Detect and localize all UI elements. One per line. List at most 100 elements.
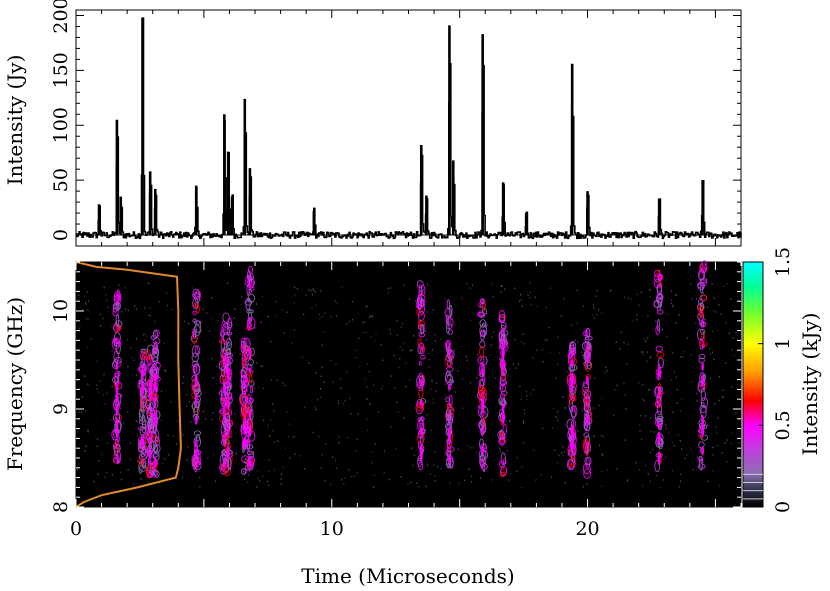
noise-speckle [673,445,675,447]
noise-speckle [190,343,192,346]
noise-speckle [84,450,86,452]
noise-speckle [181,476,184,479]
noise-speckle [366,386,368,388]
noise-speckle [510,472,512,475]
noise-speckle [107,306,109,309]
noise-speckle [127,411,129,413]
noise-speckle [649,288,651,291]
noise-speckle [722,389,724,392]
noise-speckle [674,294,676,297]
noise-speckle [106,471,108,474]
noise-speckle [702,292,704,294]
noise-speckle [644,415,647,417]
noise-speckle [181,328,183,331]
noise-speckle [690,283,692,285]
noise-speckle [393,354,395,357]
noise-speckle [122,421,124,424]
noise-speckle [664,392,666,394]
colorbar-tick-label-1: 0.5 [772,410,794,440]
noise-speckle [514,338,517,341]
noise-speckle [546,339,548,342]
noise-speckle [249,311,251,314]
noise-speckle [305,294,307,297]
noise-speckle [364,321,366,323]
noise-speckle [535,479,537,481]
noise-speckle [650,417,652,419]
noise-speckle [190,421,192,423]
noise-speckle [364,378,366,380]
noise-speckle [720,313,722,316]
noise-speckle [235,458,237,461]
noise-speckle [653,431,655,433]
noise-speckle [308,362,310,364]
noise-speckle [520,341,523,343]
noise-speckle [170,401,172,403]
pulse-streak-4 [190,288,202,473]
noise-speckle [188,322,190,325]
noise-speckle [512,363,515,365]
noise-speckle [426,282,428,285]
noise-speckle [583,339,585,341]
y-axis-label-intensity: Intensity (Jy) [3,55,27,186]
noise-speckle [704,431,706,434]
noise-speckle [641,438,643,441]
noise-speckle [453,409,455,411]
noise-speckle [659,486,661,489]
noise-speckle [352,300,354,303]
noise-speckle [501,285,503,287]
noise-speckle [323,381,325,384]
noise-speckle [602,454,604,457]
noise-speckle [288,423,290,425]
noise-speckle [522,422,525,424]
noise-speckle [229,417,231,419]
noise-speckle [635,318,638,321]
noise-speckle [211,297,213,299]
noise-speckle [144,339,146,342]
noise-speckle [199,476,201,479]
noise-speckle [408,298,411,301]
noise-speckle [332,381,334,383]
noise-speckle [730,298,732,300]
noise-speckle [342,403,345,405]
noise-speckle [711,330,713,333]
noise-speckle [712,446,714,449]
noise-speckle [235,453,238,455]
noise-speckle [464,479,466,482]
noise-speckle [418,331,420,333]
noise-speckle [207,457,209,459]
noise-speckle [479,477,482,479]
noise-speckle [228,416,230,419]
noise-speckle [366,418,368,421]
noise-speckle [389,328,391,331]
noise-speckle [526,398,528,401]
noise-speckle [461,297,463,300]
noise-speckle [683,351,685,353]
noise-speckle [401,349,404,351]
noise-speckle [665,455,667,458]
noise-speckle [603,371,606,373]
noise-speckle [96,360,98,363]
noise-speckle [359,365,361,368]
noise-speckle [127,309,129,312]
noise-speckle [520,398,523,401]
noise-speckle [485,348,487,350]
noise-speckle [631,298,633,301]
noise-speckle [692,468,694,471]
noise-speckle [675,376,677,379]
noise-speckle [428,358,430,361]
noise-speckle [424,330,427,332]
noise-speckle [601,485,603,488]
noise-speckle [598,308,600,311]
noise-speckle [332,456,334,459]
y-tick-label-bottom-0: 8 [50,501,72,513]
noise-speckle [195,389,197,392]
noise-speckle [235,451,237,454]
noise-speckle [434,451,436,453]
noise-speckle [341,478,343,481]
noise-speckle [414,300,417,302]
noise-speckle [96,445,98,448]
x-tick-label-2: 20 [575,518,599,540]
noise-speckle [462,407,464,409]
noise-speckle [351,475,353,478]
noise-speckle [649,356,651,359]
